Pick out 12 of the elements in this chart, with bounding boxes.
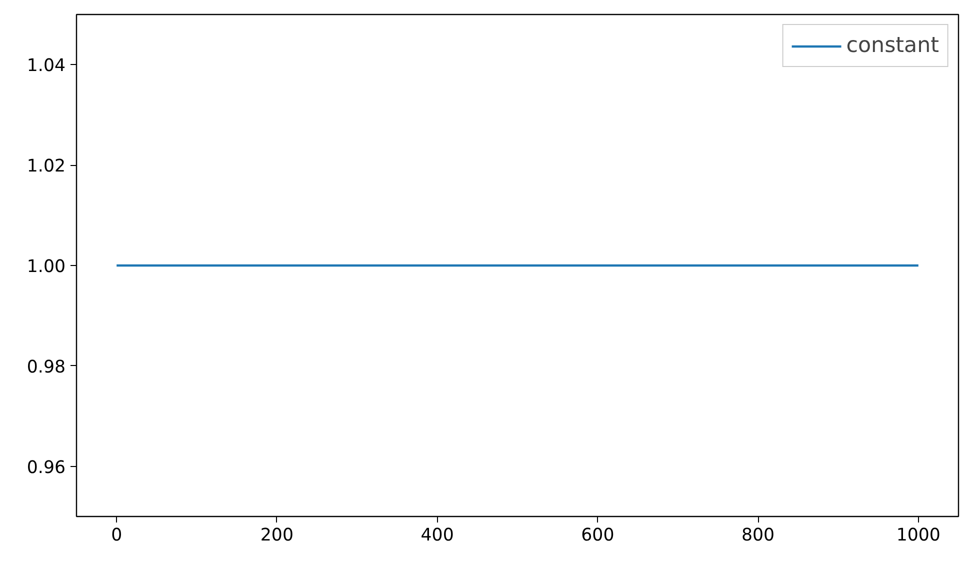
x-tick-label: 600: [581, 526, 614, 546]
y-tick-label: 1.02: [26, 156, 66, 177]
y-tick-label: 0.98: [26, 357, 66, 378]
y-tick-label: 1.04: [26, 56, 66, 76]
x-tick-label: 1000: [896, 526, 940, 546]
legend-label: constant: [846, 33, 939, 58]
y-tick-label: 1.00: [26, 257, 66, 277]
x-tick-label: 400: [420, 526, 454, 546]
x-tick-label: 800: [742, 526, 775, 546]
y-tick-label: 0.96: [26, 458, 66, 478]
x-tick-label: 0: [111, 526, 122, 546]
x-tick-label: 200: [260, 526, 294, 546]
